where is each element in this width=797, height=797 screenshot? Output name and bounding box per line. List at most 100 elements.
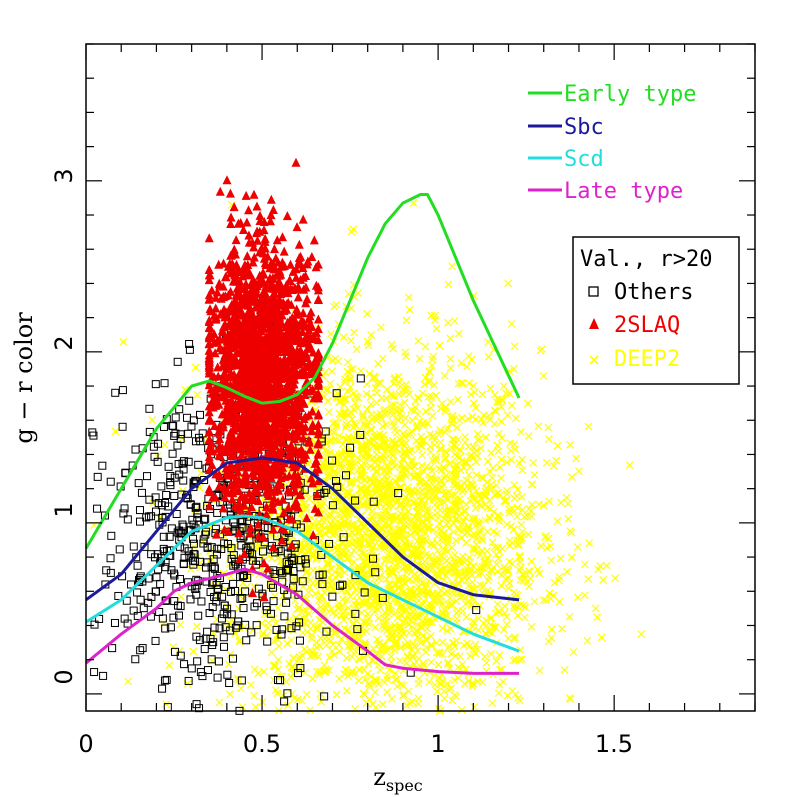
scatter-point [524, 432, 533, 440]
scatter-point [404, 621, 413, 629]
scatter-point [189, 647, 198, 656]
scatter-point [215, 186, 225, 196]
scatter-point [129, 606, 138, 615]
scatter-point [380, 511, 389, 519]
scatter-point [309, 578, 317, 587]
scatter-point [542, 596, 550, 605]
scatter-point [469, 679, 477, 687]
scatter-point [393, 613, 402, 622]
scatter-point [131, 655, 140, 664]
scatter-point [389, 444, 398, 452]
scatter-point [313, 314, 323, 324]
scatter-point [353, 590, 361, 599]
scatter-point [376, 379, 385, 388]
scatter-point [438, 600, 447, 608]
scatter-point [485, 514, 494, 523]
scatter-point [446, 364, 455, 372]
scatter-point [529, 458, 538, 467]
scatter-point [566, 440, 574, 449]
scatter-point [251, 702, 260, 711]
scatter-point [106, 477, 115, 486]
scatter-point [442, 425, 451, 434]
scatter-point [186, 564, 195, 573]
scatter-point [493, 398, 501, 407]
scatter-point [484, 457, 492, 466]
scatter-point [527, 500, 536, 509]
scatter-point [368, 478, 376, 487]
scatter-point [349, 389, 358, 398]
scatter-point [145, 404, 154, 413]
scatter-point [567, 473, 576, 481]
scatter-point [404, 653, 412, 662]
scatter-point [365, 682, 374, 691]
scatter-point [325, 526, 334, 534]
scatter-point [274, 635, 282, 644]
scatter-point [427, 641, 436, 650]
scatter-point [460, 641, 468, 650]
scatter-point [197, 468, 206, 477]
scatter-point [469, 453, 477, 462]
scatter-point [395, 656, 404, 665]
scatter-point [154, 439, 163, 448]
scatter-point [401, 439, 410, 447]
scatter-point [581, 560, 589, 569]
scatter-point [312, 555, 321, 564]
scatter-point [527, 622, 536, 631]
scatter-point [215, 698, 224, 707]
scatter-point [173, 357, 182, 366]
scatter-point [591, 604, 600, 613]
scatter-point [503, 458, 512, 467]
scatter-point [337, 449, 346, 458]
scatter-point [488, 538, 497, 547]
scatter-point [436, 498, 445, 507]
scatter-point [334, 504, 343, 513]
scatter-point [544, 423, 553, 432]
scatter-point [332, 690, 341, 699]
scatter-point [315, 642, 324, 651]
scatter-point [413, 537, 422, 546]
scatter-point [367, 331, 376, 340]
scatter-point [222, 175, 232, 185]
scatter-point [221, 585, 230, 594]
scatter-point [314, 596, 323, 605]
scatter-point [418, 389, 427, 398]
scatter-point [378, 422, 387, 431]
scatter-point [322, 665, 330, 674]
scatter-point [558, 624, 566, 633]
scatter-point [402, 316, 411, 325]
scatter-point [322, 386, 331, 395]
scatter-point [312, 548, 321, 557]
scatter-point [560, 665, 569, 674]
scatter-point [164, 462, 173, 471]
scatter-point [231, 629, 240, 638]
scatter-point [365, 369, 374, 378]
scatter-point [335, 398, 343, 407]
scatter-point [497, 455, 506, 464]
scatter-point [313, 622, 322, 631]
scatter-point [322, 641, 331, 650]
scatter-point [383, 675, 392, 684]
scatter-point [549, 591, 558, 600]
scatter-point [523, 512, 532, 521]
scatter-point [625, 461, 634, 470]
scatter-point [492, 529, 501, 538]
scatter-point [505, 579, 514, 587]
scatter-point [391, 669, 400, 678]
scatter-point [438, 649, 447, 658]
scatter-point [264, 623, 273, 632]
scatter-point [500, 497, 509, 505]
scatter-point [487, 649, 495, 658]
scatter-point [328, 465, 336, 474]
scatter-point [503, 410, 512, 419]
scatter-point [495, 516, 504, 525]
scatter-point [416, 639, 425, 647]
scatter-point [366, 462, 375, 471]
scatter-point [309, 235, 319, 245]
scatter-point [343, 387, 352, 396]
scatter-point [395, 390, 404, 399]
scatter-point [599, 575, 608, 584]
scatter-point [306, 618, 315, 627]
scatter-point [330, 651, 339, 659]
scatter-point [486, 384, 495, 393]
scatter-point [566, 695, 575, 704]
